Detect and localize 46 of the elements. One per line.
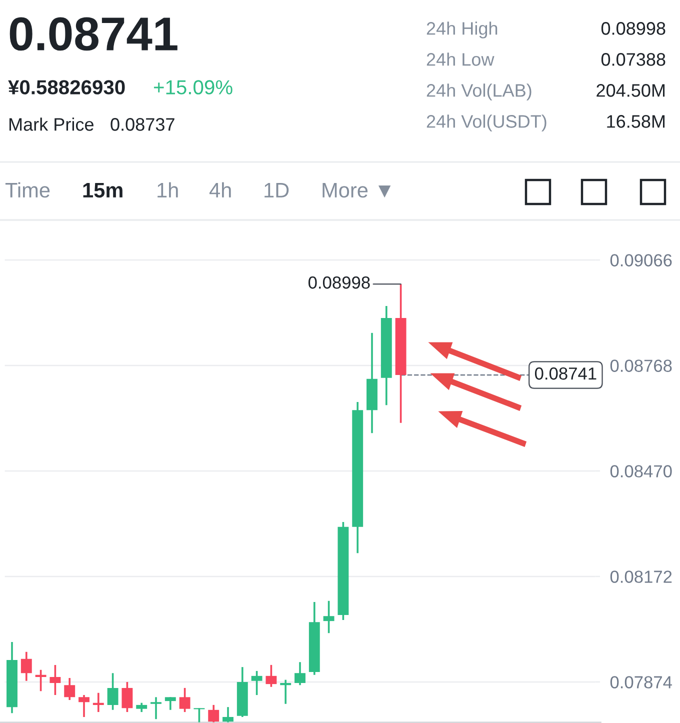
text: 24h Low xyxy=(426,52,494,66)
text: More ▼ xyxy=(322,183,391,198)
candlestick xyxy=(179,687,190,713)
text: Time xyxy=(5,182,50,198)
text: 24h Vol(USDT) xyxy=(426,114,546,132)
text: 24h High xyxy=(426,22,498,38)
y-tick-label: 0.08768 xyxy=(610,360,672,372)
text: Mark Price xyxy=(9,118,94,131)
candlestick xyxy=(164,696,176,711)
text: 0.08737 xyxy=(110,118,174,131)
candlestick xyxy=(280,678,292,705)
candlestick xyxy=(92,692,104,713)
candlestick xyxy=(194,707,205,723)
ref-line-label: 0.08741 xyxy=(534,367,596,380)
candlestick xyxy=(323,600,334,634)
text: ¥0.58826930 xyxy=(8,80,125,94)
text: +15.09% xyxy=(154,80,232,94)
candlestick xyxy=(136,702,148,713)
candlestick xyxy=(122,681,133,713)
candlestick xyxy=(50,664,61,696)
y-tick-label: 0.07874 xyxy=(610,676,672,688)
text: 24h Vol(LAB) xyxy=(426,84,532,100)
annotation: 0.08998 xyxy=(308,276,370,289)
candlestick xyxy=(20,650,32,682)
text: 16.58M xyxy=(607,115,665,128)
text: 1h xyxy=(158,182,178,198)
y-tick-label: 0.08470 xyxy=(610,465,672,478)
candlestick xyxy=(107,672,118,711)
text: 1D xyxy=(264,183,289,198)
y-tick-label: 0.08172 xyxy=(610,570,672,583)
text: 15m xyxy=(83,183,122,198)
text: 0.08741 xyxy=(10,17,178,51)
candlestick xyxy=(266,664,277,688)
candlestick xyxy=(208,704,220,723)
candlestick xyxy=(251,670,262,696)
candlestick xyxy=(150,696,162,720)
text: 204.50M xyxy=(596,84,665,97)
candlestick xyxy=(222,706,234,723)
text: 0.08998 xyxy=(601,22,666,35)
candlestick xyxy=(64,677,76,701)
text: 4h xyxy=(209,182,231,198)
candlestick xyxy=(78,694,90,718)
candlestick xyxy=(294,661,306,686)
text: 0.07388 xyxy=(601,53,666,66)
candlestick xyxy=(35,669,46,692)
y-tick-label: 0.09066 xyxy=(610,254,672,266)
